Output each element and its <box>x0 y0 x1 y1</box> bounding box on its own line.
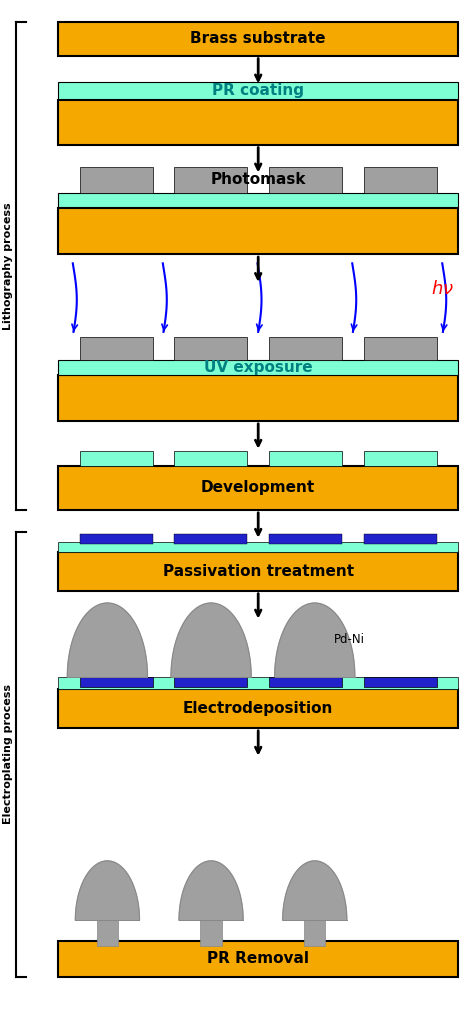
FancyBboxPatch shape <box>269 167 342 193</box>
Polygon shape <box>67 603 147 677</box>
Polygon shape <box>283 861 347 920</box>
Polygon shape <box>275 603 355 677</box>
FancyBboxPatch shape <box>364 542 437 552</box>
FancyBboxPatch shape <box>58 100 458 145</box>
Text: Electrodeposition: Electrodeposition <box>183 701 333 716</box>
FancyBboxPatch shape <box>80 167 153 193</box>
FancyBboxPatch shape <box>269 337 342 359</box>
FancyBboxPatch shape <box>80 535 153 544</box>
FancyBboxPatch shape <box>269 542 342 552</box>
Text: Lithography process: Lithography process <box>3 202 13 329</box>
Text: Pd-Ni: Pd-Ni <box>334 633 365 646</box>
FancyBboxPatch shape <box>58 374 458 421</box>
FancyBboxPatch shape <box>174 542 247 552</box>
FancyBboxPatch shape <box>80 450 153 466</box>
FancyBboxPatch shape <box>58 22 458 55</box>
Polygon shape <box>179 861 243 920</box>
FancyBboxPatch shape <box>364 677 437 687</box>
FancyBboxPatch shape <box>364 167 437 193</box>
FancyBboxPatch shape <box>80 337 153 359</box>
FancyBboxPatch shape <box>269 535 342 544</box>
FancyBboxPatch shape <box>58 82 458 100</box>
FancyBboxPatch shape <box>58 466 458 510</box>
FancyBboxPatch shape <box>58 193 458 208</box>
FancyBboxPatch shape <box>58 208 458 254</box>
FancyBboxPatch shape <box>304 920 325 946</box>
FancyBboxPatch shape <box>58 552 458 591</box>
FancyBboxPatch shape <box>80 677 153 687</box>
Text: PR coating: PR coating <box>212 83 304 98</box>
Text: Passivation treatment: Passivation treatment <box>163 564 354 579</box>
FancyBboxPatch shape <box>201 920 222 946</box>
Text: UV exposure: UV exposure <box>204 360 312 374</box>
FancyBboxPatch shape <box>269 677 342 687</box>
Text: Electroplating process: Electroplating process <box>3 684 13 825</box>
Text: Photomask: Photomask <box>210 172 306 188</box>
FancyBboxPatch shape <box>58 941 458 977</box>
FancyBboxPatch shape <box>174 450 247 466</box>
Text: Development: Development <box>201 480 315 496</box>
Polygon shape <box>171 603 251 677</box>
Text: PR Removal: PR Removal <box>207 951 309 966</box>
FancyBboxPatch shape <box>364 337 437 359</box>
FancyBboxPatch shape <box>174 337 247 359</box>
FancyBboxPatch shape <box>364 535 437 544</box>
FancyBboxPatch shape <box>58 677 458 689</box>
FancyBboxPatch shape <box>364 450 437 466</box>
Text: Brass substrate: Brass substrate <box>191 31 326 46</box>
FancyBboxPatch shape <box>97 920 118 946</box>
FancyBboxPatch shape <box>174 677 247 687</box>
FancyBboxPatch shape <box>269 450 342 466</box>
FancyBboxPatch shape <box>58 689 458 727</box>
FancyBboxPatch shape <box>58 359 458 374</box>
Polygon shape <box>75 861 139 920</box>
Text: $h\nu$: $h\nu$ <box>431 280 454 298</box>
FancyBboxPatch shape <box>80 542 153 552</box>
FancyBboxPatch shape <box>174 167 247 193</box>
FancyBboxPatch shape <box>174 535 247 544</box>
FancyBboxPatch shape <box>58 542 458 552</box>
